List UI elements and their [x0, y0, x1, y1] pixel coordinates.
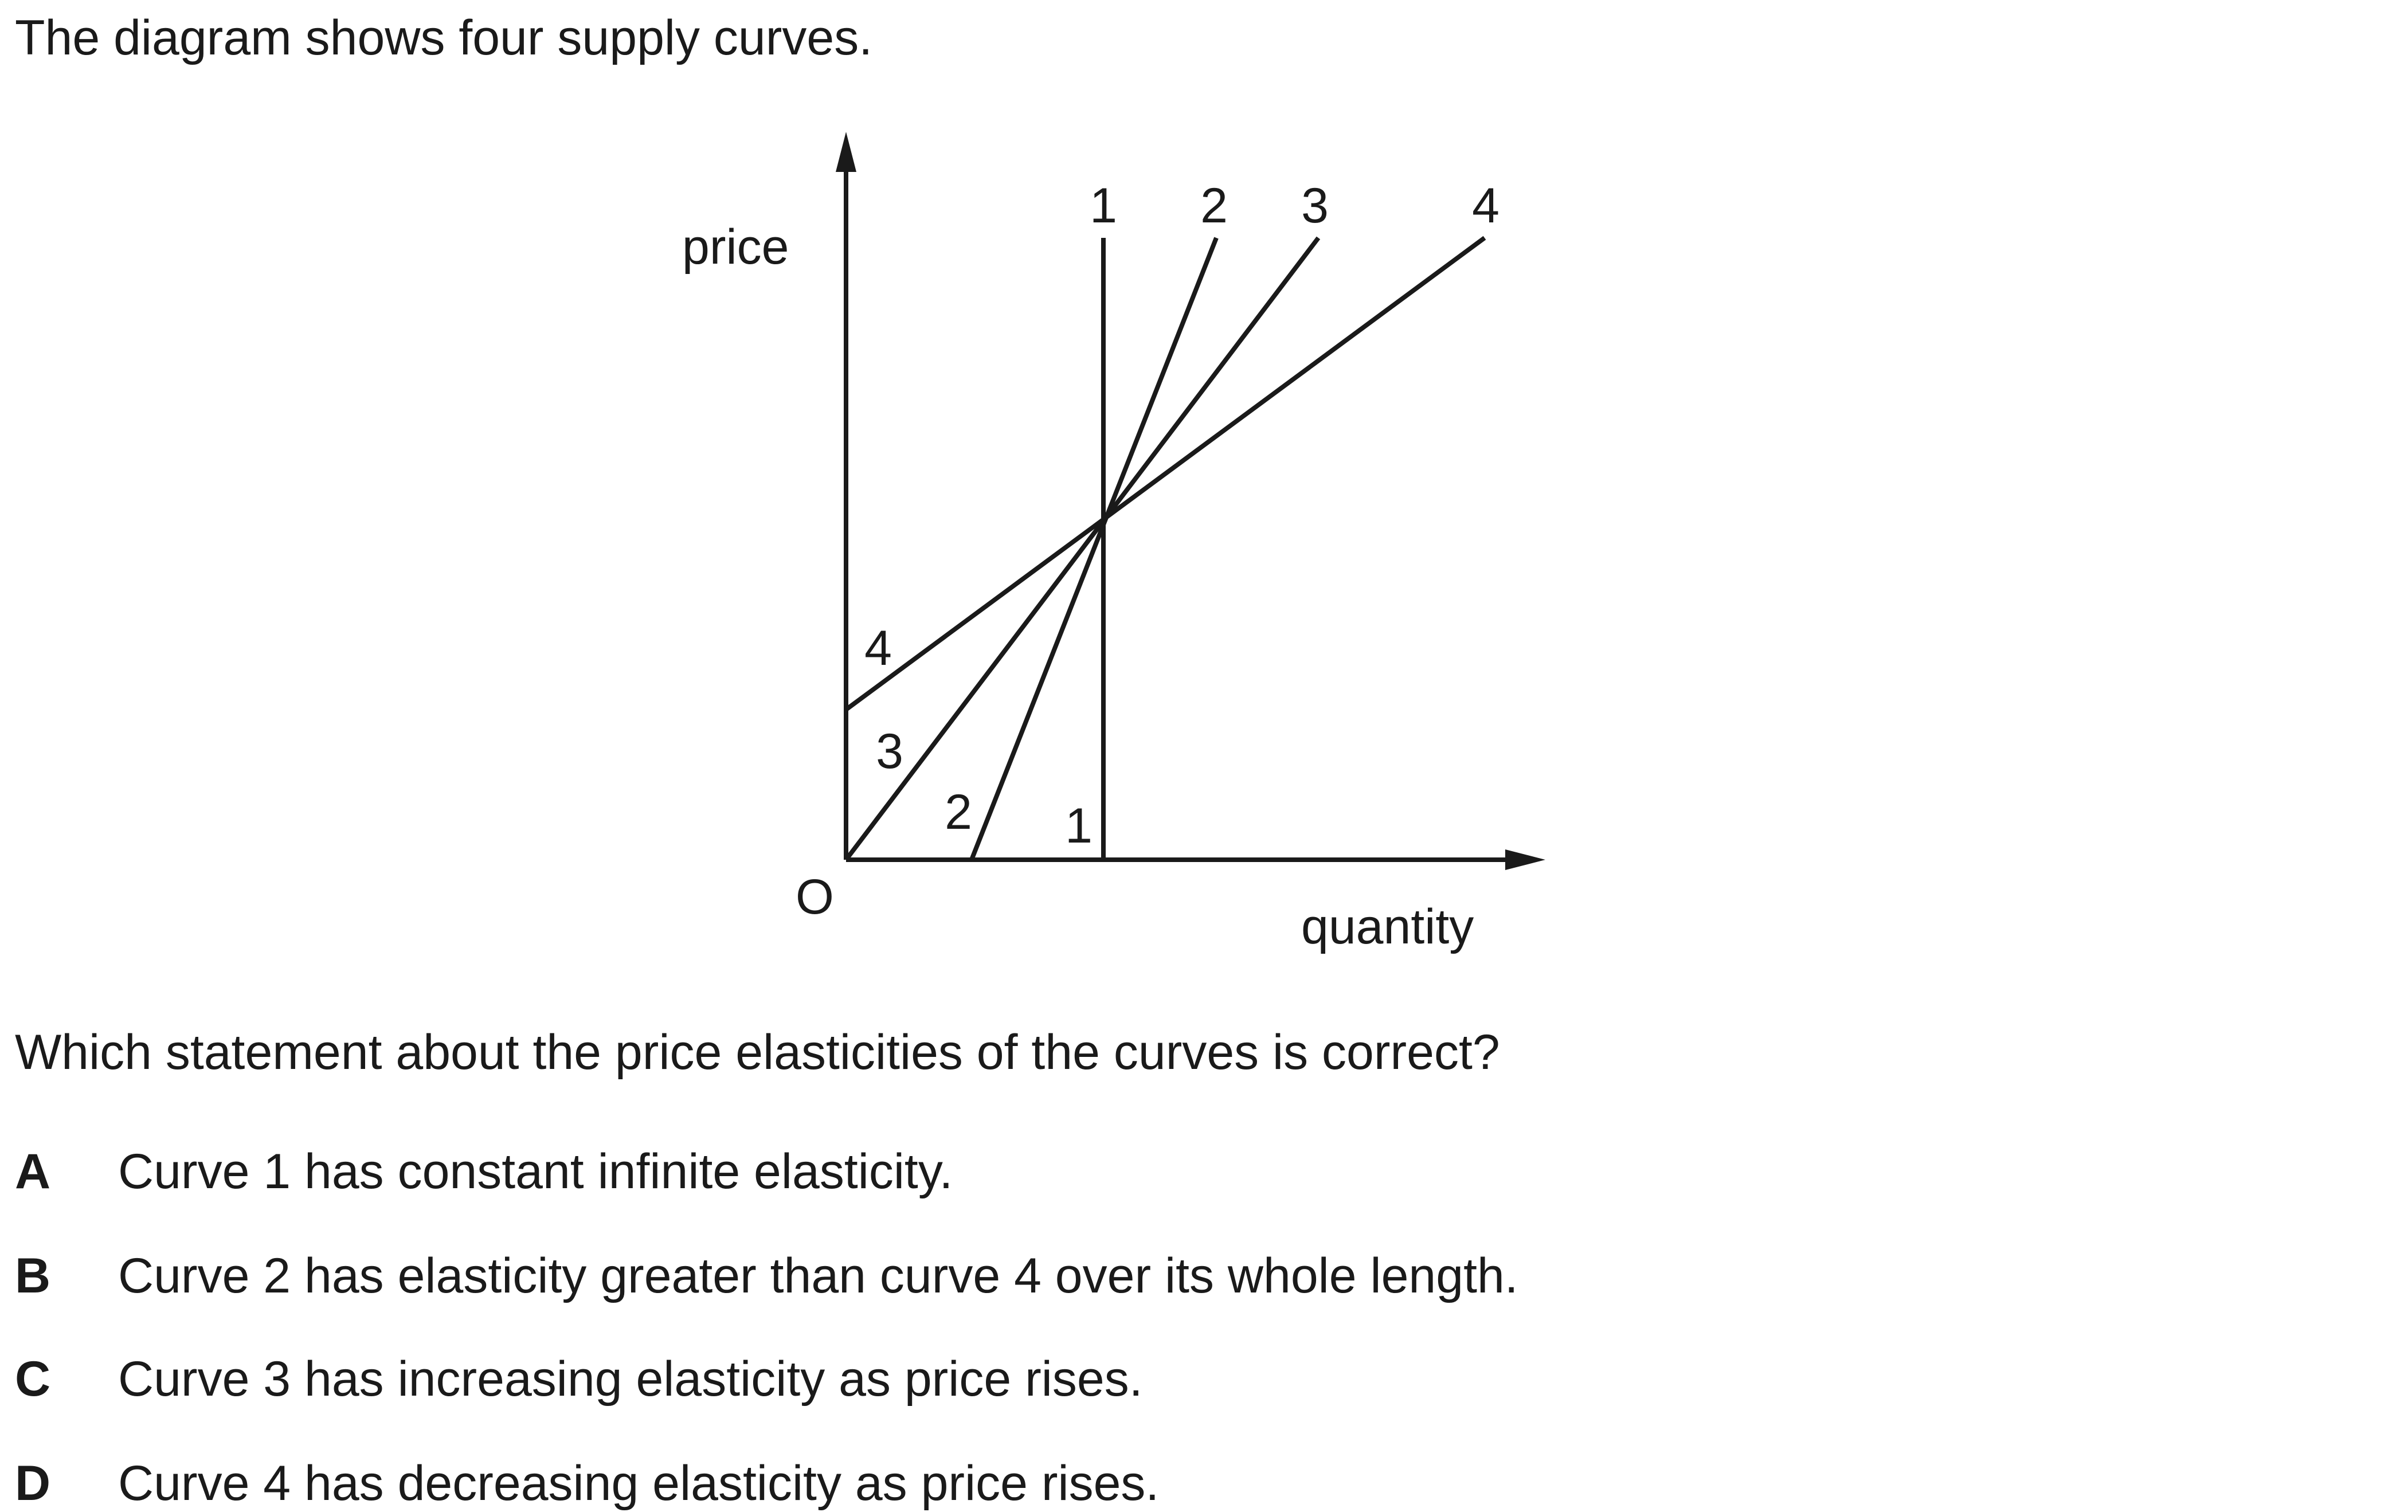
curve-1-top-label: 1	[1090, 178, 1117, 233]
intro-text: The diagram shows four supply curves.	[15, 10, 873, 65]
question-text: Which statement about the price elastici…	[15, 1025, 1500, 1080]
option-c-text: Curve 3 has increasing elasticity as pri…	[118, 1352, 1143, 1407]
curve-2-bottom-label: 2	[945, 785, 972, 840]
curve-3-bottom-label: 3	[876, 724, 903, 779]
option-d-letter: D	[15, 1456, 51, 1511]
supply-curve-3	[844, 236, 1321, 861]
y-axis-arrowhead	[836, 132, 856, 172]
option-a-text: Curve 1 has constant infinite elasticity…	[118, 1144, 953, 1199]
option-d-text: Curve 4 has decreasing elasticity as pri…	[118, 1456, 1160, 1511]
option-c-letter: C	[15, 1352, 51, 1407]
option-a-letter: A	[15, 1144, 51, 1199]
option-b-text: Curve 2 has elasticity greater than curv…	[118, 1248, 1518, 1303]
y-axis-label: price	[682, 220, 789, 275]
curve-3-top-label: 3	[1301, 178, 1329, 233]
x-axis-label: quantity	[1301, 899, 1474, 954]
origin-label: O	[796, 869, 834, 925]
curve-4-bottom-label: 4	[864, 621, 892, 676]
supply-curves-diagram: price quantity O 1 2 3 4 1 2 3 4	[682, 132, 1545, 954]
curve-4-top-label: 4	[1472, 178, 1499, 233]
curve-1-bottom-label: 1	[1065, 798, 1093, 853]
curve-2-top-label: 2	[1200, 178, 1228, 233]
supply-curve-2	[969, 237, 1219, 861]
supply-curve-4	[844, 236, 1486, 712]
option-b-letter: B	[15, 1248, 51, 1303]
x-axis-arrowhead	[1505, 849, 1545, 870]
